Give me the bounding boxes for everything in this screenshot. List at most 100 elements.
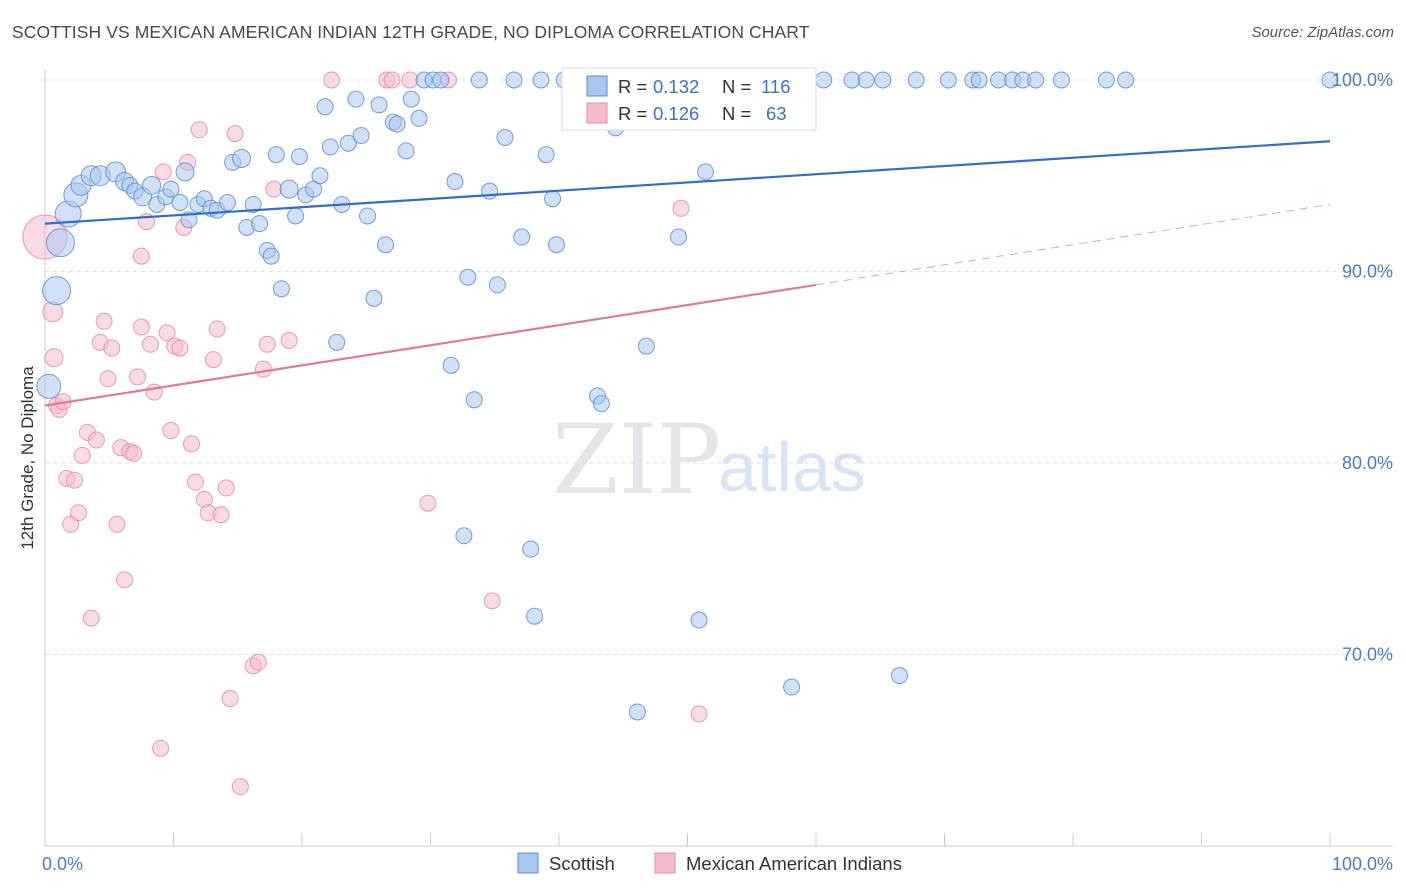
trend-line-scottish [44,140,1331,225]
point-scottish-69 [513,228,531,246]
chart-title: SCOTTISH VS MEXICAN AMERICAN INDIAN 12TH… [12,22,810,42]
points-scottish [36,71,1339,721]
point-scottish-101 [891,667,909,685]
point-mexican-55 [323,71,341,89]
point-scottish-45 [347,90,365,108]
point-scottish-35 [287,207,305,225]
legend-swatch-mexican [586,102,608,124]
point-scottish-33 [272,280,290,298]
point-scottish-74 [544,190,562,208]
point-mexican-37 [182,435,200,453]
point-scottish-75 [547,236,565,254]
trend-line-mexican-dashed [815,203,1331,286]
point-mexican-32 [162,421,180,439]
point-scottish-97 [815,71,833,89]
point-scottish-73 [537,146,555,164]
point-scottish-1 [36,373,62,399]
point-scottish-24 [218,194,236,212]
point-scottish-31 [262,247,280,265]
legend-bottom-label-scottish: Scottish [549,853,615,874]
point-scottish-112 [1117,71,1135,89]
point-scottish-59 [442,356,460,374]
point-scottish-71 [526,607,544,625]
point-mexican-26 [141,335,159,353]
point-mexican-51 [254,360,272,378]
x-ticks-layer [44,833,1331,846]
point-mexican-28 [132,247,150,265]
point-mexican-63 [690,705,708,723]
point-mexican-45 [217,479,235,497]
point-mexican-16 [99,370,117,388]
point-scottish-88 [670,228,688,246]
y-tick-label-70: 70.0% [1342,645,1393,665]
point-scottish-61 [455,527,473,545]
point-mexican-10 [73,446,91,464]
legend-bottom: Scottish Mexican American Indians [517,852,902,874]
point-scottish-32 [267,146,285,164]
point-scottish-39 [311,167,329,185]
point-scottish-63 [465,391,483,409]
point-mexican-22 [125,444,143,462]
point-scottish-41 [321,138,339,156]
point-mexican-15 [95,312,113,330]
point-mexican-54 [280,331,298,349]
point-scottish-54 [402,90,420,108]
legend-n-value-scottish: 116 [761,76,791,97]
point-scottish-68 [505,71,523,89]
y-tick-label-90: 90.0% [1342,262,1393,282]
point-scottish-67 [496,128,514,146]
legend-r-label-scottish: R = [618,76,647,97]
point-scottish-62 [459,268,477,286]
y-tick-labels: 70.0% 80.0% 90.0% 100.0% [1332,70,1393,665]
point-scottish-49 [370,96,388,114]
point-scottish-52 [388,115,406,133]
point-scottish-89 [690,611,708,629]
point-scottish-34 [279,179,299,199]
point-scottish-29 [251,215,269,233]
point-scottish-0 [45,228,75,258]
legend-r-value-scottish: 0.132 [653,76,699,97]
point-scottish-16 [162,180,180,198]
legend-bottom-swatch-scottish [517,852,539,874]
point-scottish-47 [359,207,377,225]
point-mexican-8 [66,471,84,489]
point-scottish-55 [410,109,428,127]
point-scottish-40 [316,98,334,116]
point-scottish-84 [637,337,655,355]
point-scottish-65 [481,182,499,200]
legend-n-label-scottish: N = [722,76,751,97]
y-axis-label: 12th Grade, No Diploma [18,366,37,550]
point-scottish-90 [696,163,714,181]
y-tick-label-80: 80.0% [1342,453,1393,473]
point-scottish-106 [989,71,1007,89]
point-scottish-58 [432,71,450,89]
point-scottish-80 [592,395,610,413]
legend-r-value-mexican: 0.126 [653,103,699,124]
point-mexican-39 [190,121,208,139]
point-scottish-44 [339,134,357,152]
point-scottish-103 [939,71,957,89]
point-mexican-23 [129,368,147,386]
point-scottish-83 [628,703,646,721]
point-mexican-44 [212,506,230,524]
point-mexican-34 [171,339,189,357]
legend-bottom-label-mexican: Mexican American Indians [686,853,902,874]
point-scottish-13 [142,175,162,195]
point-scottish-70 [522,540,540,558]
point-mexican-46 [221,690,239,708]
point-scottish-110 [1052,71,1070,89]
point-scottish-50 [377,236,395,254]
point-mexican-62 [672,199,690,217]
point-mexican-52 [258,335,276,353]
x-tick-label-min: 0.0% [42,854,83,874]
point-scottish-109 [1027,71,1045,89]
point-mexican-31 [158,324,176,342]
legend-swatch-scottish [586,75,608,97]
grid-layer [45,79,1393,655]
point-mexican-24 [132,318,150,336]
point-scottish-99 [857,71,875,89]
trend-layer [44,140,1331,407]
point-scottish-17 [171,194,189,212]
point-scottish-18 [175,162,195,182]
